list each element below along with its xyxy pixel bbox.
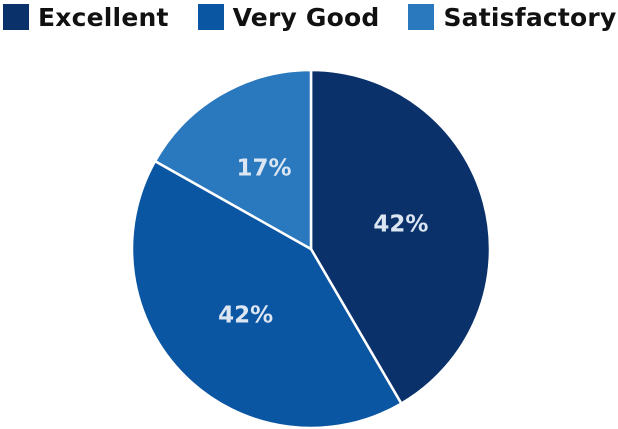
legend-swatch-excellent — [3, 4, 29, 30]
legend-label-excellent: Excellent — [38, 2, 169, 32]
legend-label-very-good: Very Good — [232, 2, 380, 32]
legend-item-very-good: Very Good — [197, 2, 380, 32]
legend-swatch-satisfactory — [408, 4, 435, 30]
pie-slice-labels: 42% 42% 17% — [218, 156, 428, 329]
pie-slices — [130, 68, 492, 429]
legend-label-satisfactory: Satisfactory — [443, 2, 617, 32]
slice-label-excellent: 42% — [373, 212, 428, 238]
legend-item-excellent: Excellent — [3, 3, 169, 32]
slice-label-very-good: 42% — [218, 302, 273, 328]
pie-slice-very-good — [130, 159, 403, 429]
legend-swatch-very-good — [197, 4, 224, 30]
pie-slice-satisfactory — [153, 68, 313, 251]
chart-legend: Excellent Very Good Satisfactory — [3, 0, 616, 34]
legend-item-satisfactory: Satisfactory — [408, 3, 616, 32]
pie-slice-excellent — [309, 68, 492, 405]
slice-label-satisfactory: 17% — [237, 156, 292, 182]
